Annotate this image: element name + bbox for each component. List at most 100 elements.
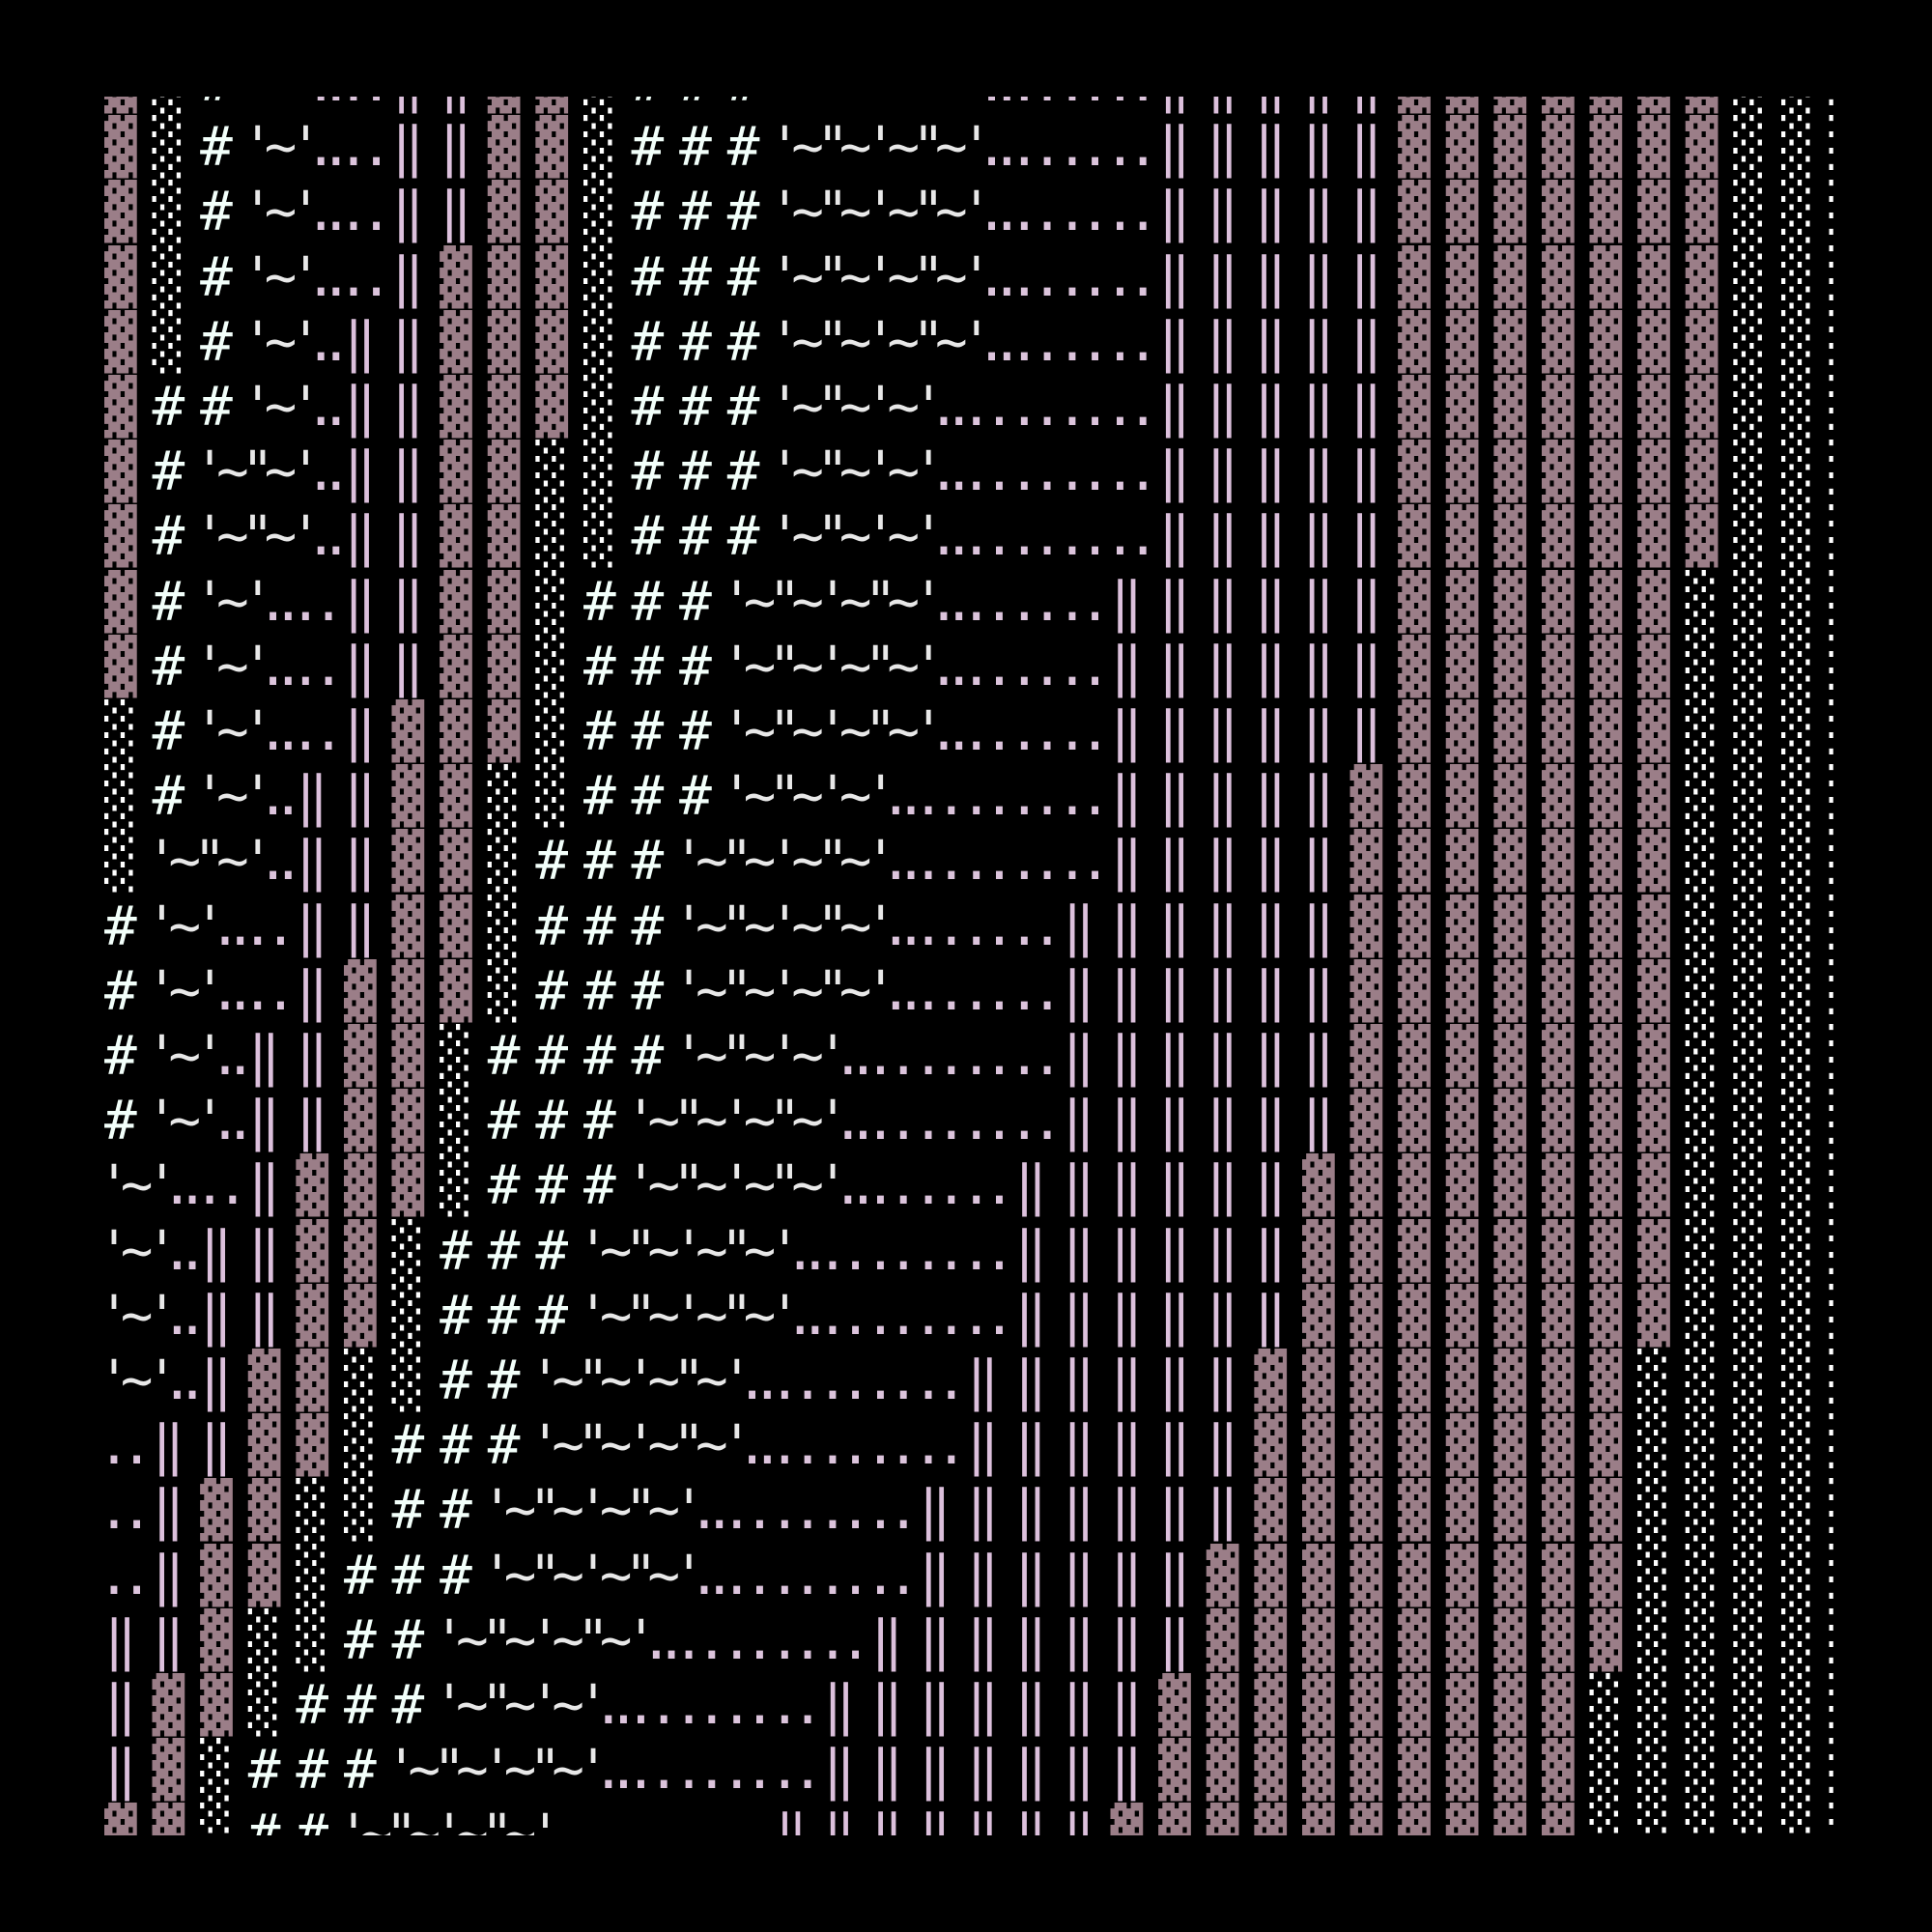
ascii-cell: '~: [767, 504, 823, 569]
ascii-glyph: ░: [1685, 1090, 1719, 1153]
ascii-cell: ░: [1822, 1413, 1835, 1478]
ascii-glyph: ‖: [1062, 1414, 1095, 1478]
ascii-cell: ▓: [1343, 1803, 1391, 1835]
ascii-cell: ‖: [1343, 440, 1391, 504]
ascii-cell: ‖: [1199, 504, 1247, 569]
ascii-cell: "~: [384, 1803, 440, 1835]
ascii-cell: #: [671, 699, 720, 764]
ascii-cell: ░: [576, 375, 624, 440]
ascii-cell: ▓: [1438, 1349, 1487, 1413]
ascii-cell: '~: [480, 1478, 536, 1543]
ascii-cell: ▓: [1582, 1608, 1631, 1673]
ascii-cell: #: [624, 764, 672, 829]
ascii-cell: #: [671, 570, 720, 635]
ascii-cell: ‖: [1246, 375, 1294, 440]
ascii-glyph: ░: [1830, 764, 1835, 829]
ascii-glyph: ░: [1830, 1478, 1835, 1543]
ascii-glyph: ░: [1780, 1284, 1814, 1348]
ascii-glyph: ‖: [1110, 1154, 1144, 1218]
ascii-cell: '~: [767, 310, 823, 375]
ascii-cell: ..: [864, 1089, 920, 1153]
ascii-cell: ..: [720, 1738, 776, 1803]
ascii-cell: #: [527, 1024, 576, 1089]
ascii-glyph: '~: [577, 1544, 632, 1607]
ascii-cell: ..: [767, 1349, 823, 1413]
ascii-glyph: ▓: [1350, 1350, 1383, 1412]
ascii-cell: ▓: [1582, 1349, 1631, 1413]
ascii-cell: ..: [959, 1284, 1015, 1349]
ascii-glyph: ░: [1685, 1219, 1719, 1283]
ascii-cell: ‖: [384, 570, 433, 635]
ascii-glyph: ▓: [247, 1544, 281, 1607]
ascii-glyph: ..: [912, 1414, 967, 1478]
ascii-glyph: ▓: [296, 1284, 329, 1348]
ascii-glyph: ▓: [1158, 1739, 1191, 1803]
ascii-cell: ▓: [1390, 570, 1438, 635]
ascii-cell: ‖: [1151, 504, 1199, 569]
ascii-glyph: "~: [720, 959, 776, 1023]
ascii-glyph: ░: [1589, 1674, 1623, 1737]
ascii-glyph: ░: [583, 97, 616, 115]
ascii-cell: ‖: [1151, 440, 1199, 504]
ascii-cell: ▓: [1486, 97, 1534, 115]
ascii-cell: ‖: [1199, 1024, 1247, 1089]
ascii-glyph: '..: [721, 1414, 783, 1478]
ascii-cell: ▓: [1390, 1478, 1438, 1543]
ascii-glyph: '~: [768, 310, 823, 374]
ascii-cell: #: [624, 97, 672, 115]
ascii-cell: ..: [1007, 245, 1063, 310]
ascii-cell: ▓: [1630, 895, 1678, 959]
ascii-cell: ‖: [1151, 1608, 1199, 1673]
ascii-cell: ‖: [911, 1673, 959, 1738]
ascii-glyph: ▓: [1350, 1674, 1383, 1737]
ascii-glyph: '~: [768, 1025, 823, 1088]
ascii-cell: ░: [1725, 97, 1774, 115]
ascii-cell: #: [192, 245, 241, 310]
ascii-glyph: #: [726, 245, 760, 309]
ascii-cell: ▓: [1678, 504, 1726, 569]
ascii-cell: ░: [1582, 1738, 1631, 1803]
ascii-cell: ▓: [1151, 1673, 1199, 1738]
ascii-cell: "~: [624, 1544, 680, 1608]
ascii-glyph: ▓: [1350, 1804, 1383, 1835]
ascii-cell: ▓: [1438, 1089, 1487, 1153]
ascii-cell: #: [671, 97, 720, 115]
ascii-glyph: ‖: [1014, 1284, 1048, 1348]
ascii-glyph: ░: [1685, 1674, 1719, 1737]
ascii-cell: ‖: [1103, 1608, 1151, 1673]
ascii-cell: #: [671, 764, 720, 829]
ascii-cell: ‖: [1055, 1024, 1103, 1089]
ascii-cell: ..: [959, 440, 1015, 504]
ascii-glyph: ▓: [487, 245, 521, 309]
ascii-glyph: ░: [343, 1350, 377, 1412]
ascii-glyph: ▓: [391, 895, 425, 958]
ascii-cell: ‖: [1007, 1738, 1055, 1803]
ascii-cell: ▓: [192, 1544, 241, 1608]
ascii-cell: #: [336, 1673, 384, 1738]
ascii-glyph: "~: [912, 245, 967, 309]
ascii-glyph: ▓: [1541, 635, 1575, 698]
ascii-glyph: ‖: [1254, 1090, 1288, 1153]
ascii-glyph: "~: [672, 1414, 727, 1478]
ascii-glyph: ▓: [487, 505, 521, 569]
ascii-cell: ░: [1678, 570, 1726, 635]
ascii-cell: ‖: [1294, 635, 1343, 699]
ascii-glyph: #: [679, 700, 712, 763]
ascii-cell: ▓: [97, 115, 145, 180]
ascii-row: ▓ # '~ "~ '.. ‖ ‖ ▓ ▓ ░ ░ # # # '~ "~ '~ '.......... ‖ ‖ ‖ ‖ ‖…: [97, 504, 1835, 569]
ascii-glyph: ▓: [1589, 1479, 1623, 1543]
ascii-glyph: ‖: [1014, 1804, 1048, 1835]
ascii-glyph: ‖: [1254, 310, 1288, 374]
ascii-glyph: ..: [720, 1739, 776, 1803]
ascii-glyph: ‖: [343, 765, 377, 829]
ascii-glyph: #: [582, 895, 616, 958]
ascii-cell: ▓: [1534, 440, 1582, 504]
ascii-glyph: ▓: [1445, 116, 1479, 180]
ascii-glyph: ▓: [1445, 1284, 1479, 1348]
ascii-cell: ‖: [1199, 1478, 1247, 1543]
ascii-cell: ▓: [432, 829, 480, 894]
ascii-glyph: ‖: [775, 1804, 809, 1835]
ascii-glyph: ░: [1685, 1154, 1719, 1218]
ascii-glyph: '..: [242, 700, 304, 763]
ascii-glyph: ‖: [1350, 310, 1383, 374]
